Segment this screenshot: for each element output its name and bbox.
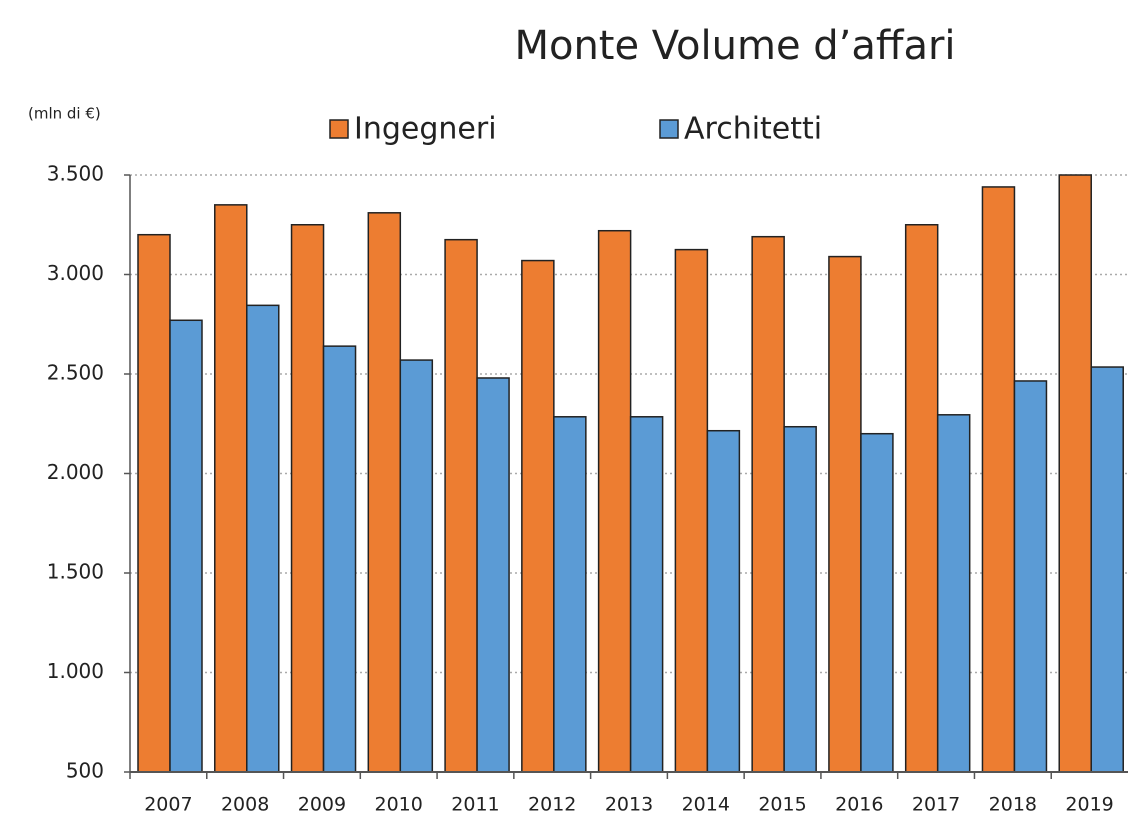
x-tick-label: 2015 [758, 794, 806, 816]
bar [322, 345, 357, 773]
x-tick-label: 2019 [1065, 794, 1113, 816]
legend-swatch [329, 119, 349, 139]
bar [751, 235, 785, 773]
x-tick-label: 2018 [989, 794, 1037, 816]
legend-swatch [659, 119, 679, 139]
y-tick-label: 2.500 [47, 361, 104, 385]
bar [783, 425, 817, 773]
x-tick-label: 2007 [144, 794, 192, 816]
bar [214, 204, 248, 773]
chart-title: Monte Volume d’affari [514, 23, 955, 69]
x-tick-label: 2011 [451, 794, 499, 816]
y-tick-label: 1.000 [47, 659, 104, 683]
bar [674, 248, 709, 773]
y-tick-label: 3.500 [47, 162, 104, 186]
y-tick-label: 1.500 [47, 560, 104, 584]
bar [860, 432, 894, 773]
legend-label: Ingegneri [354, 112, 497, 147]
y-unit-label: (mln di €) [28, 105, 101, 123]
bar [521, 259, 555, 773]
x-tick-label: 2013 [605, 794, 653, 816]
bar [399, 359, 434, 773]
bar [367, 212, 402, 773]
bar [553, 416, 587, 773]
bar [1013, 380, 1048, 773]
bar [1090, 366, 1124, 773]
legend-label: Architetti [684, 112, 822, 147]
x-tick-label: 2014 [682, 794, 730, 816]
x-tick-label: 2016 [835, 794, 883, 816]
x-tick-label: 2017 [912, 794, 960, 816]
x-tick-label: 2010 [375, 794, 423, 816]
x-tick-label: 2009 [298, 794, 346, 816]
bar [137, 233, 171, 773]
x-tick-label: 2012 [528, 794, 576, 816]
y-tick-label: 500 [66, 759, 104, 783]
bar [246, 304, 280, 773]
bar [1058, 174, 1092, 773]
bar [444, 238, 478, 773]
bar [828, 255, 862, 773]
y-tick-label: 2.000 [47, 460, 104, 484]
bar [169, 319, 203, 773]
bar [476, 377, 510, 773]
x-tick-label: 2008 [221, 794, 269, 816]
bar [706, 429, 741, 773]
y-tick-label: 3.000 [47, 261, 104, 285]
bar [936, 414, 971, 773]
bar [981, 186, 1016, 773]
bar [904, 224, 939, 773]
bar [629, 416, 664, 773]
bar [597, 229, 632, 773]
bar [290, 224, 325, 773]
